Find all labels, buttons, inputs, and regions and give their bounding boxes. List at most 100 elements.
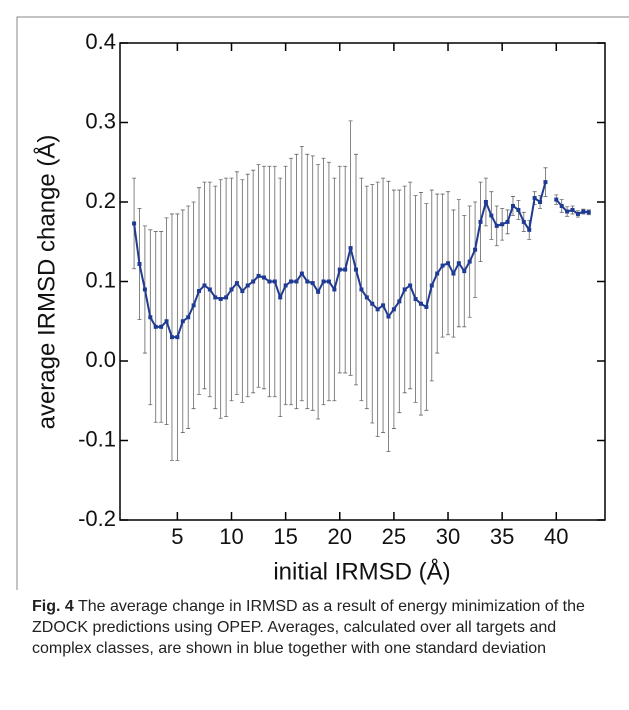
- caption-label: Fig. 4: [32, 598, 74, 615]
- point: [527, 227, 532, 232]
- point: [543, 180, 548, 185]
- point: [500, 222, 505, 227]
- y-tick-label: 0.4: [85, 29, 116, 54]
- point: [180, 319, 185, 324]
- y-tick-label: 0.2: [85, 188, 116, 213]
- point: [326, 279, 331, 284]
- point: [278, 295, 283, 300]
- point: [272, 279, 277, 284]
- point: [354, 267, 359, 272]
- point: [554, 197, 559, 202]
- point: [532, 196, 537, 201]
- point: [565, 209, 570, 214]
- page-frame: [16, 16, 629, 590]
- point: [413, 296, 418, 301]
- point: [175, 335, 180, 340]
- point: [435, 271, 440, 276]
- point: [169, 335, 174, 340]
- point: [299, 271, 304, 276]
- point: [473, 247, 478, 252]
- point: [494, 223, 499, 228]
- point: [305, 279, 310, 284]
- point: [343, 267, 348, 272]
- point: [408, 283, 413, 288]
- point: [386, 314, 391, 319]
- point: [575, 211, 580, 216]
- point: [456, 261, 461, 266]
- x-tick-label: 5: [171, 524, 183, 549]
- point: [348, 246, 353, 251]
- point: [337, 267, 342, 272]
- point: [581, 209, 586, 214]
- point: [229, 287, 234, 292]
- y-tick-label: 0.3: [85, 108, 116, 133]
- point: [191, 303, 196, 308]
- point: [224, 295, 229, 300]
- point: [489, 213, 494, 218]
- point: [207, 287, 212, 292]
- caption: Fig. 4 The average change in IRMSD as a …: [32, 596, 617, 659]
- y-tick-label: 0.0: [85, 347, 116, 372]
- point: [197, 289, 202, 294]
- y-tick-label: 0.1: [85, 267, 116, 292]
- x-tick-label: 10: [219, 524, 243, 549]
- point: [267, 279, 272, 284]
- point: [516, 207, 521, 212]
- point: [375, 307, 380, 312]
- point: [451, 271, 456, 276]
- point: [245, 283, 250, 288]
- x-tick-label: 25: [382, 524, 406, 549]
- point: [381, 303, 386, 308]
- point: [559, 203, 564, 208]
- point: [418, 301, 423, 306]
- point: [429, 283, 434, 288]
- point: [234, 281, 239, 286]
- y-tick-label: -0.1: [78, 426, 116, 451]
- point: [310, 281, 315, 286]
- y-axis-label: average IRMSD change (Å): [32, 135, 60, 430]
- point: [202, 283, 207, 288]
- point: [316, 289, 321, 294]
- point: [446, 261, 451, 266]
- point: [370, 301, 375, 306]
- point: [332, 287, 337, 292]
- point: [440, 263, 445, 268]
- point: [289, 279, 294, 284]
- point: [159, 324, 164, 329]
- point: [321, 279, 326, 284]
- point: [148, 315, 153, 320]
- point: [283, 283, 288, 288]
- point: [261, 275, 266, 280]
- x-axis-label: initial IRMSD (Å): [273, 557, 450, 585]
- point: [402, 287, 407, 292]
- point: [424, 304, 429, 309]
- point: [586, 210, 591, 215]
- point: [397, 299, 402, 304]
- point: [483, 200, 488, 204]
- x-tick-label: 40: [544, 524, 568, 549]
- x-tick-label: 35: [490, 524, 514, 549]
- point: [521, 219, 526, 224]
- point: [153, 324, 158, 329]
- caption-text: The average change in IRMSD as a result …: [32, 598, 585, 657]
- point: [142, 287, 147, 292]
- point: [137, 262, 142, 267]
- point: [251, 279, 256, 284]
- y-tick-label: -0.2: [78, 506, 116, 531]
- point: [467, 259, 472, 264]
- point: [240, 289, 245, 294]
- point: [538, 200, 543, 204]
- plot-frame: [119, 42, 606, 521]
- point: [391, 307, 396, 312]
- x-tick-label: 30: [436, 524, 460, 549]
- point: [570, 207, 575, 212]
- point: [510, 203, 515, 208]
- point: [478, 219, 483, 224]
- point: [186, 315, 191, 320]
- point: [505, 219, 510, 224]
- chart: initial IRMSD (Å) average IRMSD change (…: [16, 16, 629, 590]
- point: [256, 273, 261, 278]
- point: [462, 269, 467, 274]
- point: [294, 279, 299, 284]
